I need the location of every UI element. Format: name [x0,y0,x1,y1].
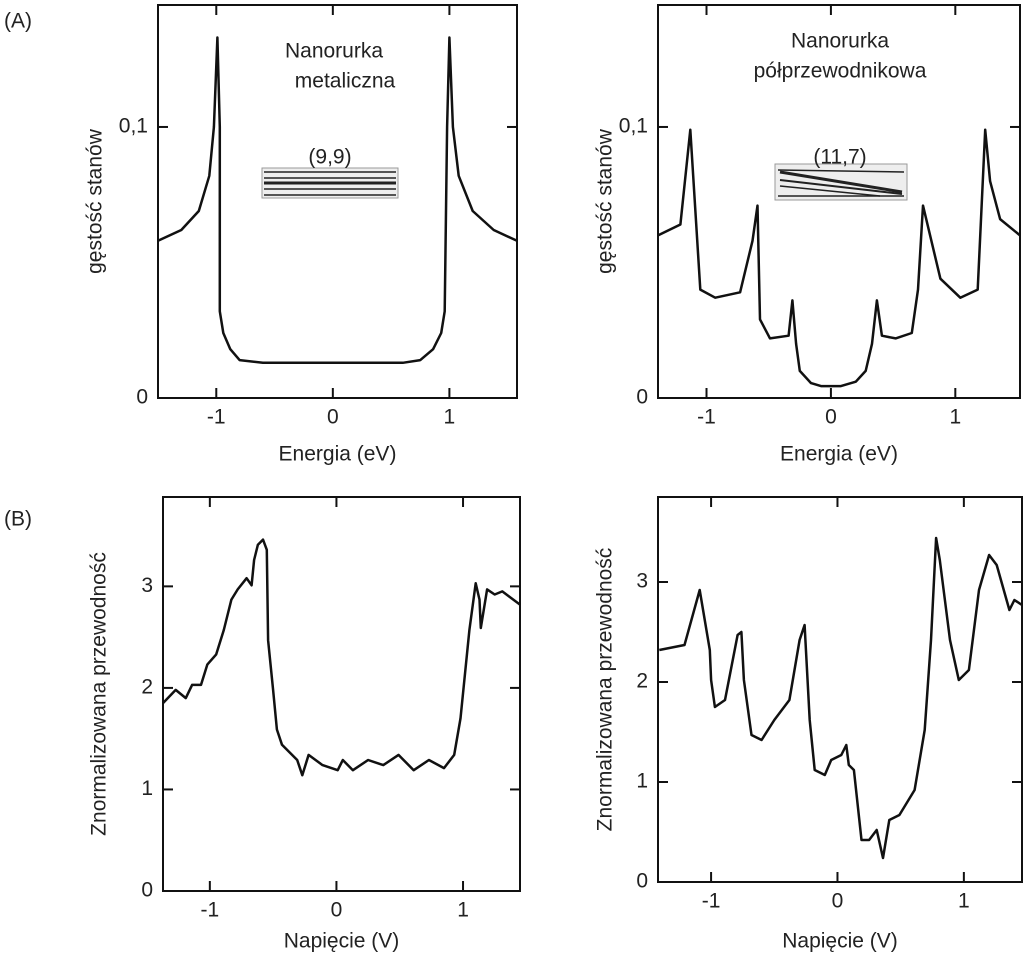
x-tick-label: 0 [832,890,844,913]
y-tick-label: 1 [141,777,153,800]
y-tick-label: 2 [141,675,153,698]
annotation: metaliczna [295,70,396,93]
x-tick-label: 1 [457,899,469,922]
y-tick-label: 0 [636,870,648,893]
x-tick-label: 1 [958,890,970,913]
y-tick-label: 0,1 [119,115,148,138]
y-tick-label: 1 [636,770,648,793]
data-line [659,536,1023,860]
x-tick-label: 1 [444,406,456,429]
data-line [162,538,521,777]
annotation: (9,9) [308,146,351,169]
y-axis-label: Znormalizowana przewodność [594,548,617,832]
panel-label: (A) [4,10,32,33]
x-tick-label: 1 [949,406,961,429]
y-tick-label: 0 [141,879,153,902]
x-tick-label: -1 [697,406,716,429]
annotation: Nanorurka [791,30,889,53]
plot-frame [162,496,521,892]
data-line [157,36,518,365]
y-tick-label: 3 [141,574,153,597]
annotation: półprzewodnikowa [754,60,927,83]
x-tick-label: -1 [200,899,219,922]
y-axis-label: gęstość stanów [594,128,617,274]
y-tick-label: 0,1 [619,115,648,138]
y-tick-label: 0 [636,386,648,409]
x-tick-label: 0 [825,406,837,429]
y-axis-label: gęstość stanów [84,128,107,274]
x-tick-label: 0 [327,406,339,429]
x-axis-label: Energia (eV) [780,443,898,466]
x-axis-label: Energia (eV) [279,443,397,466]
nanotube-icon [261,167,399,199]
annotation: Nanorurka [285,40,383,63]
data-line [657,128,1021,388]
y-axis-label: Znormalizowana przewodność [88,552,111,836]
y-tick-label: 0 [136,386,148,409]
y-tick-label: 2 [636,670,648,693]
y-tick-label: 3 [636,570,648,593]
x-tick-label: -1 [207,406,226,429]
x-axis-label: Napięcie (V) [284,930,400,953]
x-tick-label: -1 [702,890,721,913]
panel-label: (B) [4,508,32,531]
x-axis-label: Napięcie (V) [782,930,898,953]
x-tick-label: 0 [331,899,343,922]
nanotube-icon [774,163,908,201]
annotation: (11,7) [813,146,866,169]
plot-frame [157,4,518,399]
plot-frame [657,4,1021,399]
plot-frame [657,496,1023,883]
